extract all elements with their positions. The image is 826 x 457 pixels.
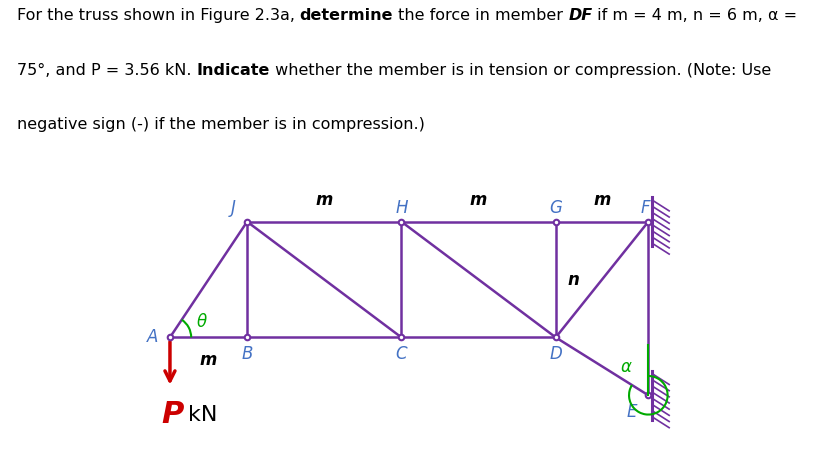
- Text: For the truss shown in Figure 2.3a,: For the truss shown in Figure 2.3a,: [17, 8, 300, 23]
- Text: m: m: [316, 191, 333, 208]
- Text: 75°, and P = 3.56 kN.: 75°, and P = 3.56 kN.: [17, 63, 196, 78]
- Text: E: E: [626, 403, 637, 421]
- Text: negative sign (-) if the member is in compression.): negative sign (-) if the member is in co…: [17, 117, 425, 132]
- Text: determine: determine: [300, 8, 393, 23]
- Text: H: H: [395, 199, 408, 217]
- Text: $\theta$: $\theta$: [197, 313, 208, 331]
- Text: m: m: [470, 191, 487, 208]
- Text: m: m: [200, 351, 217, 369]
- Text: B: B: [241, 345, 253, 363]
- Text: n: n: [567, 271, 579, 288]
- Text: P: P: [161, 400, 183, 429]
- Text: A: A: [147, 329, 159, 346]
- Text: whether the member is in tension or compression. (Note: Use: whether the member is in tension or comp…: [269, 63, 771, 78]
- Text: J: J: [230, 199, 235, 217]
- Text: if m = 4 m, n = 6 m, α =: if m = 4 m, n = 6 m, α =: [592, 8, 798, 23]
- Text: G: G: [549, 199, 563, 217]
- Text: kN: kN: [188, 404, 217, 425]
- Text: $\alpha$: $\alpha$: [620, 358, 633, 377]
- Text: D: D: [549, 345, 563, 363]
- Text: F: F: [640, 199, 650, 217]
- Text: DF: DF: [568, 8, 592, 23]
- Text: m: m: [593, 191, 610, 208]
- Text: Indicate: Indicate: [196, 63, 269, 78]
- Text: the force in member: the force in member: [393, 8, 568, 23]
- Text: C: C: [396, 345, 407, 363]
